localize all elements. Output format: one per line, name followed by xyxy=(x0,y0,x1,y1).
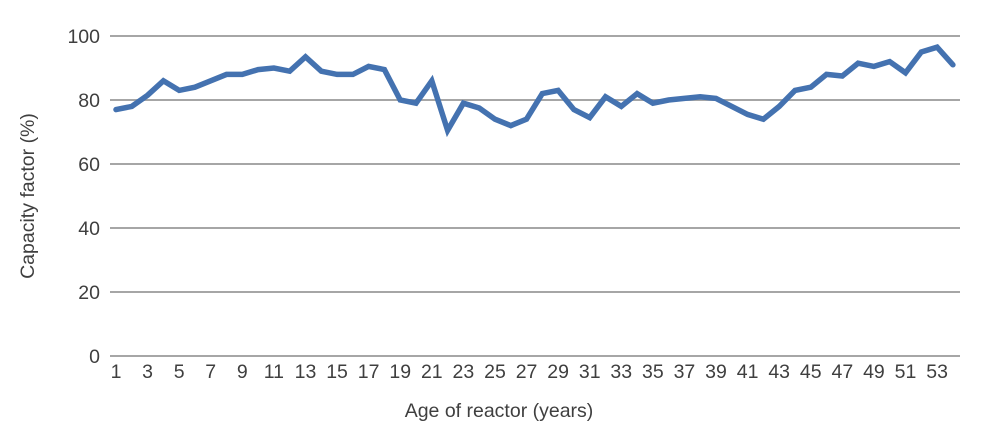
x-tick-label: 35 xyxy=(642,361,664,383)
y-tick-label: 20 xyxy=(78,282,100,304)
x-tick-label: 23 xyxy=(453,361,475,383)
x-tick-label: 1 xyxy=(111,361,122,383)
gridlines-group xyxy=(110,35,960,357)
x-tick-label: 15 xyxy=(326,361,348,383)
x-tick-label: 39 xyxy=(705,361,727,383)
x-tick-label: 45 xyxy=(800,361,822,383)
x-tick-label: 11 xyxy=(264,361,284,383)
x-tick-label: 3 xyxy=(142,361,153,383)
x-tick-label: 41 xyxy=(737,361,759,383)
y-tick-label: 0 xyxy=(89,346,100,368)
x-tick-label: 51 xyxy=(895,361,917,383)
x-tick-label: 9 xyxy=(237,361,248,383)
x-tick-labels-group: 1 3 5 7 9 11 13 15 17 19 21 23 25 27 29 31 33 35 37 39 41 43 4… xyxy=(111,361,948,383)
x-tick-label: 13 xyxy=(295,361,317,383)
y-tick-label: 100 xyxy=(67,26,100,48)
x-tick-label: 31 xyxy=(579,361,601,383)
x-axis-title: Age of reactor (years) xyxy=(405,400,594,422)
y-tick-label: 80 xyxy=(78,90,100,112)
x-tick-label: 25 xyxy=(484,361,506,383)
x-tick-label: 17 xyxy=(358,361,380,383)
x-tick-label: 19 xyxy=(389,361,411,383)
x-tick-label: 5 xyxy=(174,361,185,383)
x-tick-label: 21 xyxy=(421,361,443,383)
y-tick-label: 40 xyxy=(78,218,100,240)
x-tick-label: 33 xyxy=(610,361,632,383)
x-tick-label: 53 xyxy=(926,361,948,383)
x-tick-label: 29 xyxy=(547,361,569,383)
y-axis-title: Capacity factor (%) xyxy=(17,113,39,279)
data-series-group xyxy=(113,44,956,138)
x-tick-label: 27 xyxy=(516,361,538,383)
y-tick-labels-group: 0 20 40 60 80 100 xyxy=(67,26,100,368)
x-tick-label: 37 xyxy=(674,361,696,383)
x-tick-label: 49 xyxy=(863,361,885,383)
x-tick-label: 7 xyxy=(205,361,216,383)
x-tick-label: 47 xyxy=(831,361,853,383)
y-tick-label: 60 xyxy=(78,154,100,176)
x-tick-label: 43 xyxy=(768,361,790,383)
capacity-factor-line xyxy=(113,44,956,138)
